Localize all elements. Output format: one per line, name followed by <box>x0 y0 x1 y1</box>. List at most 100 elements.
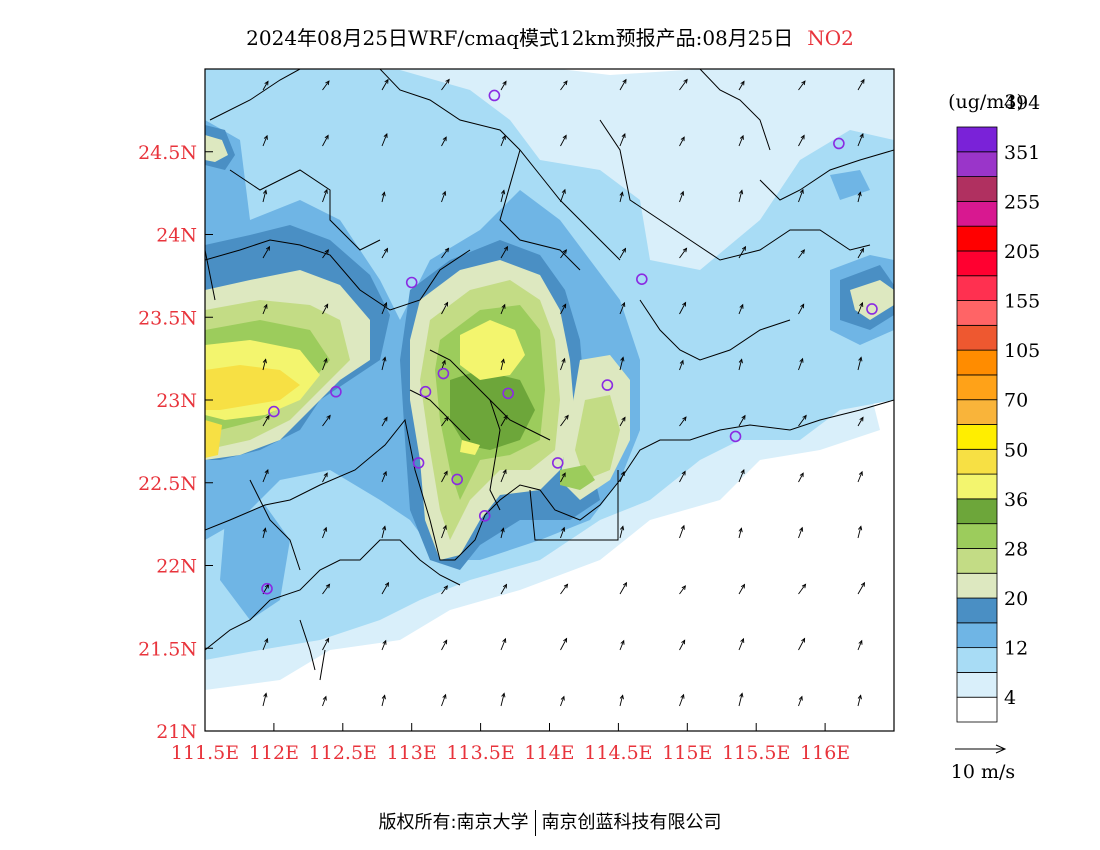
wind-arrow-head <box>382 470 387 476</box>
wind-arrow-head <box>799 357 804 363</box>
station-marker <box>261 582 273 595</box>
wind-arrow-head <box>501 134 506 140</box>
wind-arrow <box>262 693 267 707</box>
wind-arrow <box>381 192 385 203</box>
wind-arrow-head <box>265 245 271 251</box>
wind-arrow <box>441 585 448 595</box>
wind-arrow <box>441 694 447 707</box>
wind-arrow <box>381 582 389 595</box>
wind-arrow-head <box>325 583 331 589</box>
wind-arrow-head <box>383 247 389 253</box>
wind-arrow <box>322 304 329 315</box>
wind-arrow-head <box>323 357 328 363</box>
wind-vectors <box>262 78 866 707</box>
wind-arrow <box>798 472 804 483</box>
colorbar-band <box>956 349 998 376</box>
wind-arrow <box>679 694 685 707</box>
wind-arrow-head <box>800 303 805 309</box>
station-marker <box>330 385 342 398</box>
wind-arrow-head <box>680 136 685 142</box>
wind-arrow-head <box>560 695 565 701</box>
wind-arrow <box>619 582 627 595</box>
wind-arrow <box>798 304 805 315</box>
wind-arrow-head <box>860 78 865 84</box>
colorbar-band <box>956 324 998 351</box>
wind-arrow <box>262 469 269 483</box>
wind-arrow-head <box>264 80 269 86</box>
wind-arrow-head <box>323 472 328 478</box>
wind-arrow-head <box>384 78 389 84</box>
copyright-right: 南京创蓝科技有限公司 <box>541 812 722 833</box>
wind-arrow <box>500 415 508 427</box>
colorbar-band <box>956 424 998 450</box>
wind-arrow <box>322 80 330 91</box>
wind-arrow <box>619 79 627 91</box>
wind-arrow <box>322 638 330 651</box>
wind-arrow-head <box>802 414 807 420</box>
wind-arrow-head <box>739 303 744 309</box>
wind-arrow <box>441 471 448 483</box>
wind-arrow <box>679 585 686 595</box>
x-axis: 111.5E 112E 112.5E 113E 113.5E 114E 114.5E 115E… <box>171 723 850 764</box>
wind-arrow <box>619 192 623 203</box>
monitoring-stations <box>261 89 878 595</box>
wind-arrow-head <box>262 527 267 533</box>
colorbar-label: 20 <box>1004 588 1028 610</box>
wind-arrow-head <box>564 414 569 420</box>
wind-arrow <box>500 469 507 483</box>
wind-arrow <box>381 133 388 147</box>
wind-arrow <box>738 81 745 91</box>
wind-arrow-head <box>383 416 388 422</box>
wind-arrow-head <box>443 585 448 590</box>
wind-arrow <box>738 415 746 427</box>
y-tick-label: 23N <box>156 390 197 412</box>
wind-arrow-head <box>681 639 686 645</box>
x-tick-label: 115E <box>662 742 712 764</box>
wind-arrow-head <box>381 525 387 531</box>
wind-arrow-head <box>739 692 744 698</box>
wind-arrow <box>679 302 687 315</box>
copyright-footer: 版权所有:南京大学 南京创蓝科技有限公司 <box>0 808 1100 836</box>
wind-arrow-head <box>680 524 685 530</box>
x-tick-label: 112.5E <box>309 742 377 764</box>
wind-arrow <box>441 136 447 147</box>
wind-arrow <box>560 80 568 91</box>
colorbar-band <box>956 672 998 698</box>
wind-arrow-head <box>858 356 863 362</box>
y-axis: 24.5N 24N 23.5N 23N 22.5N 22N 21.5N 21N <box>138 142 213 743</box>
wind-arrow-head <box>561 472 566 478</box>
wind-arrow <box>857 248 864 259</box>
wind-arrow-head <box>384 581 390 587</box>
wind-arrow <box>679 416 687 427</box>
wind-arrow <box>738 359 743 371</box>
map-title: 2024年08月25日WRF/cmaq模式12km预报产品:08月25日 NO2 <box>0 22 1100 51</box>
wind-arrow-head <box>383 132 388 138</box>
wind-arrow <box>560 584 568 595</box>
wind-arrow <box>619 133 626 147</box>
wind-arrow-head <box>265 414 270 420</box>
wind-arrow <box>619 357 624 371</box>
colorbar-band <box>956 622 998 649</box>
wind-arrow-head <box>445 78 450 84</box>
wind-arrow-head <box>325 80 330 86</box>
wind-arrow-head <box>619 694 624 700</box>
wind-arrow <box>857 417 864 427</box>
colorbar-label: 28 <box>1004 538 1028 560</box>
colorbar-band <box>956 399 998 425</box>
coastline-and-boundaries <box>205 69 894 681</box>
wind-arrow <box>500 304 506 315</box>
colorbar-band <box>956 176 998 202</box>
wind-arrow <box>619 248 626 259</box>
wind-arrow <box>738 638 744 651</box>
wind-arrow <box>679 248 687 259</box>
wind-arrow-head <box>444 247 450 253</box>
x-tick-label: 114E <box>524 742 574 764</box>
wind-arrow-head <box>326 414 331 420</box>
colorbar-label: 36 <box>1004 489 1028 511</box>
wind-arrow <box>738 469 745 483</box>
station-marker <box>488 89 501 102</box>
wind-arrow <box>381 79 389 91</box>
wind-arrow-head <box>681 585 686 590</box>
wind-arrow <box>381 640 387 651</box>
wind-arrow <box>798 415 807 427</box>
